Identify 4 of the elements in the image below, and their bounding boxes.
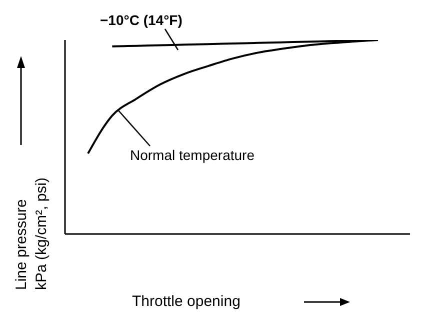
text: Normal temperature (130, 147, 255, 163)
x-axis-title: Throttle opening (132, 293, 240, 310)
series-label: −10°C (14°F) (100, 12, 182, 28)
y-axis-title: Line pressure kPa (kg/cm², psi) (13, 177, 50, 290)
